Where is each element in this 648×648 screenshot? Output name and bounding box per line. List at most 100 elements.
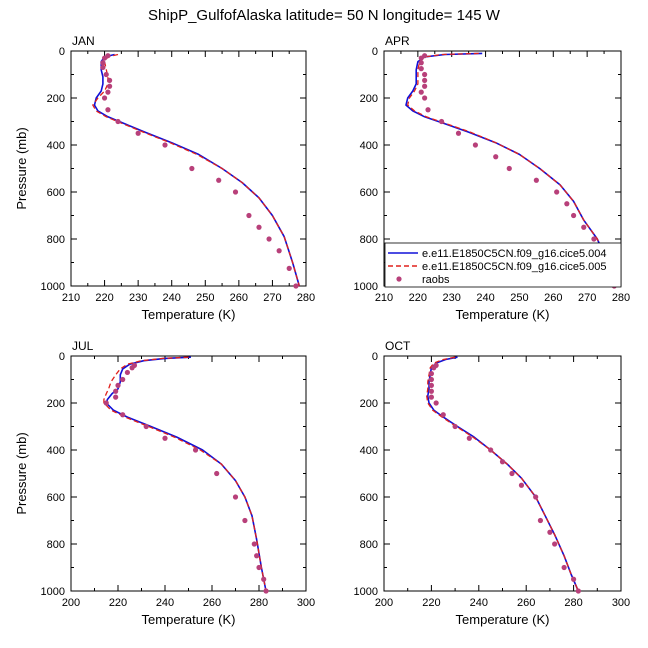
raobs-point: [214, 470, 220, 477]
raobs-point: [422, 95, 428, 101]
x-tick-label: 280: [612, 292, 630, 304]
y-tick-label: 800: [47, 234, 65, 246]
raobs-point: [120, 412, 126, 418]
raobs-point: [428, 371, 434, 377]
y-tick-label: 0: [372, 351, 378, 363]
raobs-point: [135, 130, 141, 136]
raobs-point: [113, 388, 119, 394]
panel-label: OCT: [385, 339, 411, 353]
raobs-point: [571, 576, 577, 582]
raobs-point: [571, 212, 577, 219]
legend-entry-label: e.e11.E1850C5CN.f09_g16.cice5.005: [422, 261, 607, 273]
y-tick-label: 200: [47, 93, 65, 105]
raobs-point: [418, 60, 424, 66]
plot-frame: [383, 355, 622, 592]
raobs-point: [101, 55, 108, 61]
x-tick-label: 230: [443, 292, 461, 304]
y-tick-label: 1000: [354, 281, 378, 293]
y-tick-label: 800: [360, 234, 378, 246]
raobs-point: [266, 236, 272, 242]
raobs-point: [276, 248, 282, 254]
series-line-004: [405, 52, 619, 287]
y-tick-label: 600: [47, 492, 65, 504]
series-line-004: [105, 356, 267, 592]
raobs-point: [433, 400, 439, 406]
x-tick-label: 280: [297, 292, 315, 304]
raobs-point: [422, 83, 428, 89]
y-tick-label: 1000: [354, 586, 378, 598]
raobs-point: [242, 517, 248, 524]
x-tick-label: 220: [95, 292, 113, 304]
raobs-point: [143, 423, 149, 430]
raobs-point: [232, 494, 239, 500]
y-tick-label: 200: [360, 398, 378, 410]
raobs-point: [162, 435, 168, 441]
raobs-point: [591, 236, 597, 242]
chart-panel-jan: 210 220 230 240 250 260 270 280 0 200 400 600 800 100…: [14, 34, 315, 322]
x-tick-label: 220: [409, 292, 427, 304]
raobs-point: [422, 71, 428, 78]
raobs-point: [428, 382, 434, 388]
x-tick-label: 240: [156, 597, 174, 609]
raobs-point: [216, 177, 222, 183]
x-axis-label: Temperature (K): [142, 612, 236, 627]
raobs-point: [261, 576, 267, 582]
raobs-point: [105, 107, 111, 113]
raobs-point: [251, 541, 257, 547]
y-tick-label: 1000: [41, 586, 65, 598]
y-tick-label: 800: [47, 539, 65, 551]
panel-label: JUL: [72, 339, 94, 353]
y-axis-label: Pressure (mb): [14, 127, 29, 209]
legend-box: [384, 242, 622, 288]
raobs-point: [509, 470, 515, 477]
raobs-point: [466, 435, 472, 441]
y-tick-label: 600: [360, 492, 378, 504]
raobs-point: [518, 482, 525, 488]
raobs-point: [115, 118, 121, 125]
x-tick-label: 270: [578, 292, 596, 304]
raobs-point: [499, 459, 506, 465]
chart-panel-jul: 200 220 240 260 280 300 0 200 400 600 800 1000 JUL Te…: [14, 339, 315, 627]
raobs-point: [425, 107, 431, 113]
raobs-point: [575, 588, 581, 594]
figure-title: ShipP_GulfofAlaska latitude= 50 N longit…: [148, 7, 500, 24]
panel-label: JAN: [72, 34, 95, 48]
y-axis-label: Pressure (mb): [14, 432, 29, 514]
x-tick-label: 230: [129, 292, 147, 304]
raobs-point: [554, 189, 560, 195]
raobs-point: [428, 394, 434, 400]
x-tick-label: 220: [422, 597, 440, 609]
raobs-point: [100, 64, 106, 71]
series-line-005: [103, 356, 267, 592]
raobs-point: [192, 447, 199, 453]
raobs-point: [418, 66, 424, 72]
raobs-point: [115, 382, 121, 388]
raobs-point: [422, 77, 428, 83]
series-line-004: [427, 356, 580, 592]
legend-entry-label: raobs: [422, 274, 450, 286]
raobs-point: [493, 154, 499, 160]
raobs-point: [537, 517, 544, 524]
raobs-point: [254, 553, 260, 559]
chart-legend: e.e11.E1850C5CN.f09_g16.cice5.004e.e11.E…: [384, 242, 622, 288]
raobs-point: [564, 201, 570, 207]
x-tick-label: 260: [544, 292, 562, 304]
raobs-point: [232, 189, 239, 195]
y-tick-label: 600: [360, 187, 378, 199]
raobs-point: [103, 71, 109, 78]
x-tick-label: 260: [517, 597, 535, 609]
series-line-005: [407, 52, 619, 287]
y-tick-label: 600: [47, 187, 65, 199]
y-tick-label: 400: [47, 140, 65, 152]
raobs-point: [506, 165, 512, 172]
raobs-point: [438, 118, 445, 125]
raobs-point: [101, 95, 108, 101]
raobs-point: [256, 564, 262, 571]
y-tick-label: 400: [360, 140, 378, 152]
raobs-point: [162, 142, 168, 148]
raobs-point: [105, 89, 111, 95]
raobs-point: [246, 212, 252, 219]
legend-entry-label: e.e11.E1850C5CN.f09_g16.cice5.004: [422, 248, 607, 260]
x-tick-label: 250: [510, 292, 528, 304]
raobs-point: [189, 165, 195, 172]
